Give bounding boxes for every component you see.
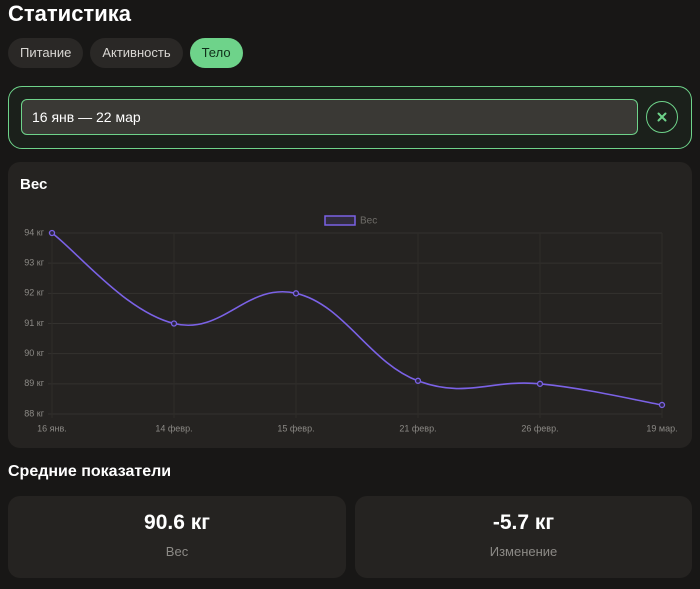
tab[interactable]: Питание [8,38,84,68]
page-title: Статистика [8,1,131,26]
y-tick-label: 92 кг [24,288,44,298]
tab[interactable]: Тело [189,38,243,68]
date-range-panel: 16 янв — 22 мар [8,86,692,149]
y-tick-label: 89 кг [24,378,44,388]
tab[interactable]: Активность [90,38,183,68]
average-label: Изменение [489,544,558,559]
legend-label: Вес [360,216,377,227]
x-tick-label: 19 мар. [646,423,677,433]
average-card: -5.7 кг Изменение [355,496,692,578]
x-tick-label: 14 февр. [155,423,192,433]
chart-title: Вес [20,176,47,193]
y-tick-label: 90 кг [24,348,44,358]
x-tick-label: 16 янв. [37,423,67,433]
chart: Вес 88 кг 89 кг 90 кг 91 кг 92 кг 93 кг 94 кг 1… [20,176,678,433]
x-tick-label: 15 февр. [277,423,314,433]
average-label: Вес [165,544,189,559]
line [51,232,663,406]
point [170,320,178,327]
section-title: Средние показатели [8,463,172,480]
point [658,401,666,409]
point [48,229,56,237]
average-card: 90.6 кг Вес [8,496,346,578]
date-range-input[interactable]: 16 янв — 22 мар [21,99,638,135]
average-value: 90.6 кг [144,511,210,534]
y-tick-label: 88 кг [24,408,44,418]
y-tick-label: 91 кг [24,318,44,328]
y-tick-label: 94 кг [24,227,44,237]
chart-card: Вес 88 кг 89 кг 90 кг 91 кг 92 кг 93 кг 94 кг 1… [8,162,692,448]
tab-bar: Питание Активность Тело [8,38,243,68]
clear-button[interactable] [646,101,678,133]
point [292,290,300,297]
point [414,377,422,384]
x-tick-label: 21 февр. [399,423,436,433]
average-value: -5.7 кг [492,511,555,534]
x-tick-label: 26 февр. [521,423,558,433]
legend-swatch [324,215,356,226]
point [536,380,544,387]
y-tick-label: 93 кг [24,258,44,268]
